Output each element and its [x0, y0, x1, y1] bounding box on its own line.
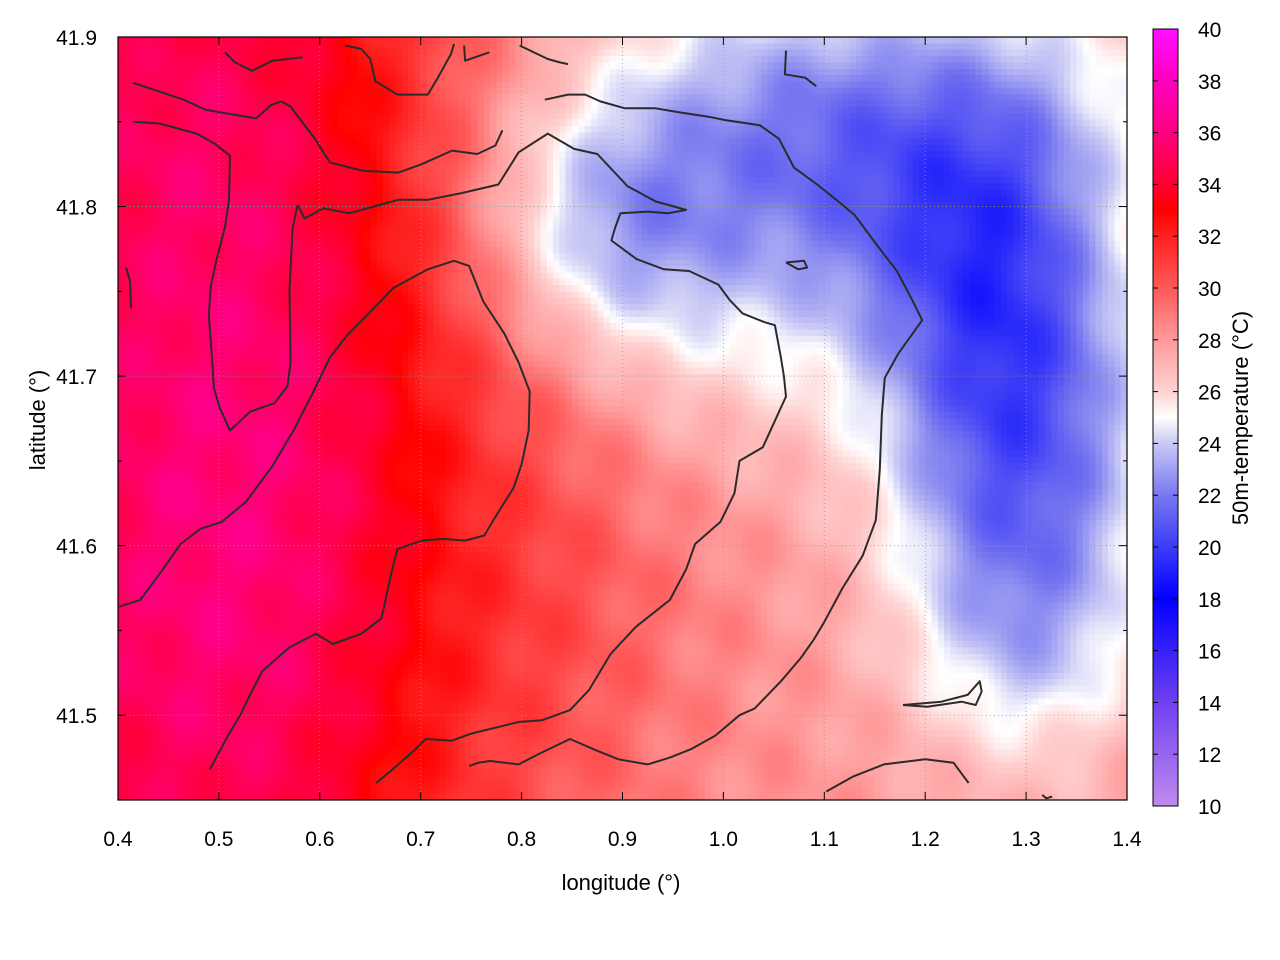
x-tick-label: 1.2 — [911, 828, 940, 851]
x-tick-labels: 0.4 0.5 0.6 0.7 0.8 0.9 1.0 1.1 1.2 1.3 1.4 — [103, 828, 1142, 851]
x-tick-label: 1.3 — [1011, 828, 1040, 851]
colorbar-tick-label: 26 — [1198, 382, 1221, 405]
x-tick-label: 0.9 — [608, 828, 637, 851]
y-tick-label: 41.8 — [56, 197, 97, 220]
contour-line — [296, 132, 787, 784]
y-tick-labels: 41.5 41.6 41.7 41.8 41.9 — [56, 27, 97, 728]
contour-line — [1041, 794, 1053, 800]
colorbar-tick-label: 16 — [1198, 641, 1221, 664]
colorbar-tick-label: 38 — [1198, 71, 1221, 94]
x-tick-label: 0.4 — [103, 828, 133, 851]
contour-line — [132, 81, 504, 174]
colorbar-tick-label: 34 — [1198, 174, 1222, 197]
x-tick-label: 0.7 — [406, 828, 435, 851]
y-tick-label: 41.9 — [56, 27, 97, 50]
colorbar-tick-label: 14 — [1198, 692, 1222, 715]
y-axis-title: latitude (°) — [25, 370, 50, 471]
contour-line — [783, 50, 817, 87]
colorbar-tick-labels: 10 12 14 16 18 20 22 24 26 28 30 32 34 36 38 40 — [1198, 19, 1222, 819]
x-tick-label: 0.6 — [305, 828, 334, 851]
contour-line — [825, 758, 970, 793]
colorbar-tick-label: 22 — [1198, 485, 1221, 508]
contour-line — [785, 259, 809, 271]
x-axis-title: longitude (°) — [562, 870, 681, 895]
temperature-field — [118, 37, 1127, 800]
contour-lines — [118, 43, 1053, 800]
contour-line — [133, 120, 299, 432]
x-tick-label: 0.5 — [204, 828, 233, 851]
colorbar-tick-label: 20 — [1198, 537, 1221, 560]
y-tick-label: 41.6 — [56, 536, 97, 559]
y-tick-label: 41.7 — [56, 366, 97, 389]
colorbar-ticks — [1153, 28, 1178, 807]
contour-line — [125, 267, 133, 309]
colorbar-tick-label: 24 — [1198, 433, 1222, 456]
y-tick-label: 41.5 — [56, 705, 97, 728]
colorbar-gradient — [1152, 28, 1179, 807]
x-tick-label: 1.4 — [1112, 828, 1142, 851]
plot-area — [117, 36, 1128, 801]
contour-line — [224, 51, 303, 72]
contour-line — [519, 44, 569, 66]
colorbar-tick-label: 12 — [1198, 744, 1221, 767]
colorbar-tick-label: 40 — [1198, 19, 1221, 42]
contour-line — [118, 259, 531, 770]
colorbar-tick-label: 28 — [1198, 330, 1221, 353]
colorbar-tick-label: 36 — [1198, 123, 1221, 146]
contour-line — [344, 43, 455, 96]
x-tick-label: 1.0 — [709, 828, 738, 851]
contour-line — [463, 45, 490, 62]
colorbar-tick-label: 30 — [1198, 278, 1221, 301]
colorbar-tick-label: 10 — [1198, 796, 1221, 819]
colorbar-title: 50m-temperature (°C) — [1228, 311, 1253, 525]
contour-line — [902, 680, 983, 708]
x-tick-label: 0.8 — [507, 828, 536, 851]
colorbar: 10 12 14 16 18 20 22 24 26 28 30 32 34 36 38 40 50m-tem… — [1152, 19, 1253, 819]
colorbar-tick-label: 18 — [1198, 589, 1221, 612]
x-tick-label: 1.1 — [810, 828, 839, 851]
contour-line — [468, 93, 924, 768]
plot-border — [117, 36, 1128, 801]
colorbar-tick-label: 32 — [1198, 226, 1221, 249]
